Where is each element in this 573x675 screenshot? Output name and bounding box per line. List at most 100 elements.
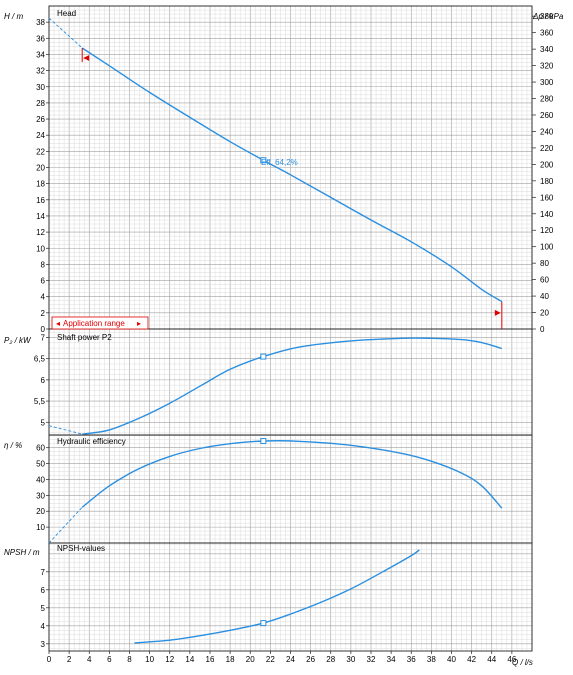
y2-tick-label: 260 xyxy=(540,111,554,120)
y-tick-label: 16 xyxy=(36,196,45,205)
y-tick-label: 24 xyxy=(36,131,45,140)
operating-point-marker xyxy=(260,353,267,360)
npsh-panel: NPSH-values NPSH / m Q / l/s xyxy=(4,544,533,667)
panel-frames xyxy=(48,5,533,652)
y2-tick-label: 40 xyxy=(540,292,549,301)
power-panel-title: Shaft power P2 xyxy=(57,333,112,342)
y2-tick-label: 100 xyxy=(540,243,554,252)
x-tick-label: 24 xyxy=(286,655,295,664)
operating-point-marker xyxy=(260,157,267,164)
y-tick-label: 5,5 xyxy=(34,397,46,406)
range-end-arrow xyxy=(494,309,501,316)
x-tick-label: 20 xyxy=(246,655,255,664)
y2-tick-label: 380 xyxy=(540,12,554,21)
y-tick-label: 22 xyxy=(36,147,45,156)
extrapolation-line xyxy=(48,425,83,435)
y-tick-label: 4 xyxy=(41,293,46,302)
y-tick-label: 34 xyxy=(36,50,45,59)
x-tick-label: 38 xyxy=(427,655,436,664)
y2-tick-label: 320 xyxy=(540,62,554,71)
operating-point-marker xyxy=(260,620,267,627)
x-tick-label: 12 xyxy=(165,655,174,664)
efficiency-panel: Hydraulic efficiency η / % xyxy=(4,437,126,450)
x-tick-label: 10 xyxy=(145,655,154,664)
y-tick-label: 6 xyxy=(41,376,46,385)
y2-tick-label: 340 xyxy=(540,45,554,54)
y-tick-label: 30 xyxy=(36,491,45,500)
npsh-axis-label: NPSH / m xyxy=(4,548,40,557)
y-tick-label: 40 xyxy=(36,475,45,484)
series-line xyxy=(134,549,420,644)
series-line xyxy=(81,440,503,509)
x-tick-label: 8 xyxy=(127,655,132,664)
y-tick-label: 2 xyxy=(41,309,46,318)
y2-tick-label: 180 xyxy=(540,177,554,186)
x-tick-label: 40 xyxy=(447,655,456,664)
x-tick-label: 30 xyxy=(346,655,355,664)
y-tick-label: 3 xyxy=(41,640,46,649)
y-tick-label: 32 xyxy=(36,67,45,76)
efficiency-axis-label: η / % xyxy=(4,441,22,450)
extrapolation-line xyxy=(48,17,83,49)
y-tick-label: 30 xyxy=(36,83,45,92)
y-tick-label: 14 xyxy=(36,212,45,221)
y-tick-label: 20 xyxy=(36,164,45,173)
y-tick-label: 10 xyxy=(36,523,45,532)
y-tick-label: 10 xyxy=(36,244,45,253)
pressure-axis-label: Δp / kPa xyxy=(532,12,564,21)
x-tick-label: 26 xyxy=(306,655,315,664)
y-tick-label: 50 xyxy=(36,460,45,469)
y2-tick-label: 120 xyxy=(540,226,554,235)
application-range-box: ◂ Application range ▸ xyxy=(51,316,149,330)
series-line xyxy=(81,47,503,303)
y2-tick-label: 20 xyxy=(540,309,549,318)
power-panel: Shaft power P2 P₂ / kW xyxy=(4,333,112,345)
range-start-arrow xyxy=(83,54,90,61)
x-tick-label: 34 xyxy=(387,655,396,664)
y-tick-label: 28 xyxy=(36,99,45,108)
x-tick-label: 2 xyxy=(67,655,72,664)
series-line xyxy=(82,337,503,435)
application-range-label: Application range xyxy=(63,319,125,328)
y-tick-label: 4 xyxy=(41,622,46,631)
y-tick-label: 5 xyxy=(41,418,46,427)
npsh-panel-title: NPSH-values xyxy=(57,544,105,553)
y2-tick-label: 200 xyxy=(540,160,554,169)
tick-labels-layer: 0246810121416182022242628303234363802040… xyxy=(34,12,554,664)
x-tick-label: 22 xyxy=(266,655,275,664)
x-tick-label: 16 xyxy=(206,655,215,664)
x-tick-label: 28 xyxy=(326,655,335,664)
y-tick-label: 36 xyxy=(36,34,45,43)
y2-tick-label: 80 xyxy=(540,259,549,268)
y-tick-label: 7 xyxy=(41,568,46,577)
y-tick-label: 20 xyxy=(36,507,45,516)
x-tick-label: 6 xyxy=(107,655,112,664)
efficiency-panel-title: Hydraulic efficiency xyxy=(57,437,126,446)
y-tick-label: 0 xyxy=(41,325,46,334)
flow-axis-label: Q / l/s xyxy=(512,658,533,667)
application-range-left-arrow: ◂ xyxy=(56,319,60,328)
extrapolation-line xyxy=(48,506,83,544)
y-tick-label: 60 xyxy=(36,444,45,453)
y-tick-label: 38 xyxy=(36,18,45,27)
y2-tick-label: 240 xyxy=(540,127,554,136)
y2-tick-label: 0 xyxy=(540,325,545,334)
y2-tick-label: 280 xyxy=(540,95,554,104)
y-tick-label: 12 xyxy=(36,228,45,237)
x-tick-label: 44 xyxy=(487,655,496,664)
y2-tick-label: 140 xyxy=(540,210,554,219)
x-tick-label: 32 xyxy=(367,655,376,664)
x-tick-label: 0 xyxy=(47,655,52,664)
y-tick-label: 8 xyxy=(41,260,46,269)
y-tick-label: 6 xyxy=(41,277,46,286)
x-tick-label: 18 xyxy=(226,655,235,664)
x-tick-label: 36 xyxy=(407,655,416,664)
power-axis-label: P₂ / kW xyxy=(4,336,32,345)
head-panel-title: Head xyxy=(57,9,76,18)
x-tick-label: 14 xyxy=(185,655,194,664)
operating-point-marker xyxy=(260,438,267,445)
x-tick-label: 4 xyxy=(87,655,92,664)
y2-tick-label: 300 xyxy=(540,78,554,87)
y-tick-label: 6,5 xyxy=(34,355,46,364)
